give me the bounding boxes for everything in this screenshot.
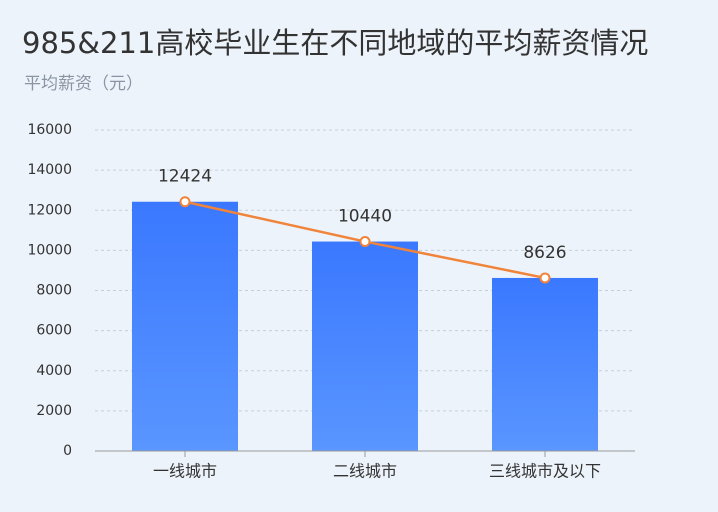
chart-title: 985&211高校毕业生在不同地域的平均薪资情况 — [22, 26, 648, 60]
trend-point — [179, 196, 191, 208]
y-tick-label: 4000 — [36, 363, 72, 379]
trend-point — [359, 236, 371, 248]
x-tick-label: 三线城市及以下 — [489, 462, 601, 481]
trend-point — [539, 272, 551, 284]
value-label: 10440 — [338, 207, 392, 227]
bar — [492, 277, 598, 451]
bar — [312, 241, 418, 451]
x-tick-label: 二线城市 — [333, 462, 397, 481]
bar — [132, 201, 238, 451]
y-tick-label: 8000 — [36, 283, 72, 299]
y-tick-label: 14000 — [27, 162, 72, 178]
x-tick-label: 一线城市 — [153, 462, 217, 481]
y-tick-label: 6000 — [36, 323, 72, 339]
y-tick-label: 12000 — [27, 202, 72, 218]
y-tick-label: 10000 — [27, 242, 72, 258]
y-tick-label: 2000 — [36, 403, 72, 419]
y-tick-label: 0 — [63, 443, 72, 459]
chart-subtitle: 平均薪资（元） — [24, 74, 143, 94]
y-tick-label: 16000 — [27, 122, 72, 138]
value-label: 8626 — [523, 243, 566, 263]
value-label: 12424 — [158, 167, 212, 187]
